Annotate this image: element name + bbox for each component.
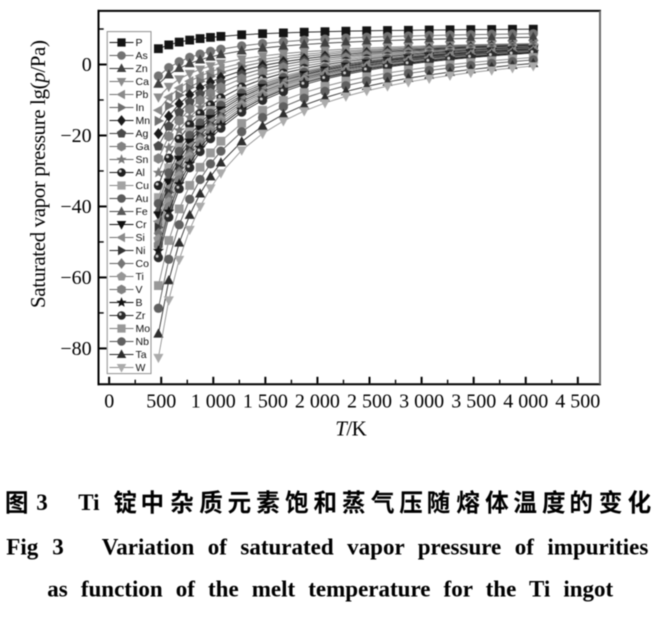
svg-text:Ni: Ni: [136, 245, 146, 257]
svg-text:500: 500: [146, 391, 176, 413]
svg-text:1 500: 1 500: [243, 391, 288, 413]
svg-text:Variation of saturated vapor p: Variation of saturated vapor pressure of…: [102, 535, 649, 560]
svg-text:Cu: Cu: [136, 180, 150, 192]
svg-text:Zn: Zn: [136, 63, 148, 75]
svg-text:1 000: 1 000: [191, 391, 236, 413]
svg-text:0: 0: [104, 391, 114, 413]
svg-text:2 500: 2 500: [347, 391, 392, 413]
svg-text:0: 0: [82, 54, 92, 76]
svg-text:Pb: Pb: [136, 89, 149, 101]
svg-text:Mn: Mn: [136, 115, 151, 127]
svg-text:as function of the melt temper: as function of the melt temperature for …: [47, 577, 613, 602]
svg-text:T/K: T/K: [335, 417, 367, 441]
svg-text:Al: Al: [136, 167, 145, 179]
svg-text:Ga: Ga: [136, 141, 150, 153]
svg-text:P: P: [136, 37, 143, 49]
svg-text:Sn: Sn: [136, 154, 149, 166]
svg-text:3: 3: [36, 490, 48, 515]
svg-text:Ti: Ti: [136, 271, 144, 283]
svg-text:Co: Co: [136, 258, 150, 270]
svg-text:Zr: Zr: [136, 310, 146, 322]
svg-text:Fig: Fig: [6, 535, 38, 560]
svg-text:−60: −60: [60, 267, 91, 289]
svg-text:Fe: Fe: [136, 206, 148, 218]
svg-text:Nb: Nb: [136, 336, 150, 348]
svg-text:4 000: 4 000: [503, 391, 548, 413]
svg-text:In: In: [136, 102, 145, 114]
svg-text:Ti: Ti: [78, 490, 100, 515]
svg-text:3 500: 3 500: [451, 391, 496, 413]
svg-text:−20: −20: [60, 125, 91, 147]
svg-text:Cr: Cr: [136, 219, 148, 231]
svg-text:B: B: [136, 297, 143, 309]
svg-text:3: 3: [52, 535, 64, 560]
svg-text:Ta: Ta: [136, 349, 147, 361]
svg-text:Ca: Ca: [136, 76, 150, 88]
svg-text:W: W: [136, 362, 146, 374]
svg-text:Si: Si: [136, 232, 145, 244]
svg-text:4 500: 4 500: [555, 391, 600, 413]
svg-text:3 000: 3 000: [399, 391, 444, 413]
svg-text:As: As: [136, 50, 148, 62]
svg-text:V: V: [136, 284, 143, 296]
svg-text:Mo: Mo: [136, 323, 151, 335]
svg-text:Saturated vapor pressure lg(p/: Saturated vapor pressure lg(p/Pa): [26, 40, 50, 308]
svg-text:Au: Au: [136, 193, 149, 205]
svg-text:2 000: 2 000: [295, 391, 340, 413]
svg-text:Ag: Ag: [136, 128, 149, 140]
svg-text:−40: −40: [60, 196, 91, 218]
svg-text:−80: −80: [60, 338, 91, 360]
